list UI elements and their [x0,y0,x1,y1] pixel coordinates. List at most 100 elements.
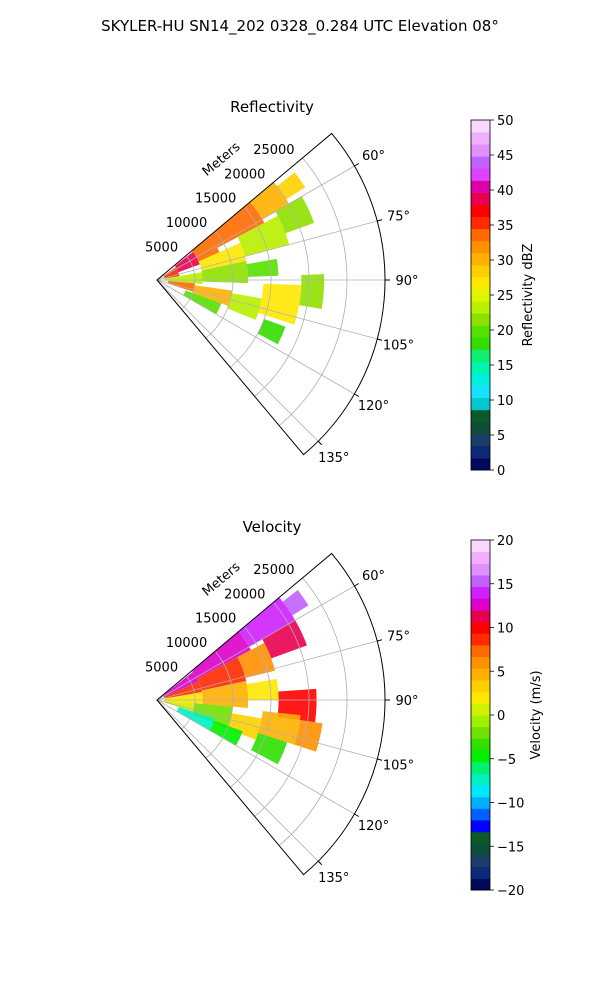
data-cell [192,285,233,306]
data-cell [246,678,279,700]
angle-tick [377,639,383,642]
radial-tick-label: 20000 [224,167,265,182]
azimuth-spoke [156,640,378,701]
colorbar-segment [471,691,490,704]
colorbar-segment [471,773,490,786]
angle-tick-label: 60° [362,569,385,584]
colorbar-segment [471,313,490,326]
colorbar-segment [471,409,490,423]
colorbar-segment [471,598,490,611]
colorbar-segment [471,180,490,193]
sector-outline [156,552,386,876]
data-cell [276,172,306,200]
colorbar-tick-label: 30 [497,254,514,269]
colorbar-tick-label: 45 [497,149,514,164]
angle-tick-label: 105° [383,759,414,774]
colorbar-segment [471,276,490,290]
colorbar-segment [471,656,490,669]
data-cell [257,318,286,345]
reflectivity-colorbar: 0 5 10 15 20 25 30 35 40 45 50 [470,114,514,479]
data-cell [226,201,265,238]
colorbar-segment [471,726,490,739]
angle-tick [377,758,383,761]
data-cell [162,671,199,697]
angle-tick [377,219,383,222]
colorbar-segment [471,866,490,879]
range-ring [278,577,348,846]
colorbar-tick-label: −5 [497,753,516,768]
colorbar-segment [471,831,490,844]
range-ring [230,206,272,368]
colorbar-tick-label: 50 [497,114,514,129]
azimuth-spoke [156,699,378,760]
angle-tick-label: 120° [358,819,389,834]
radial-tick-label: 10000 [166,636,207,651]
data-cell [209,221,238,248]
radial-tick-label: 20000 [224,587,265,602]
velocity-sector: 60° 75° 90° 105° 120° 135° 5000 10000 15000 20000… [145,552,419,886]
data-cell [164,692,203,704]
angle-tick-label: 135° [318,451,349,466]
radial-tick-label: 25000 [253,563,294,578]
data-cell [201,261,249,284]
colorbar-tick-label: 10 [497,622,514,637]
colorbar-segment [471,421,490,435]
colorbar-segment [471,703,490,716]
colorbar-tick-label: 0 [497,464,505,479]
colorbar-tick-label: 10 [497,394,514,409]
colorbar-segment [471,192,490,205]
angle-tick [317,860,323,866]
colorbar-segment [471,445,490,459]
colorbar-segment [471,551,490,564]
data-cell [201,681,249,708]
colorbar-segment [471,301,490,314]
colorbar-tick-label: 15 [497,359,514,374]
angle-tick-label: 120° [358,399,389,414]
azimuth-spoke [156,220,378,281]
data-cell [198,242,247,271]
colorbar-tick-label: 20 [497,534,514,549]
colorbar-segment [471,586,490,599]
data-cell [191,631,251,679]
data-cell [197,657,247,691]
data-cell [163,267,180,279]
data-cell [176,707,215,731]
colorbar-segment [471,397,490,411]
colorbar-tick-label: 20 [497,324,514,339]
colorbar-segment [471,337,490,350]
data-cell [164,272,203,284]
data-cell [192,703,233,729]
data-cell [258,711,301,745]
reflectivity-title: Reflectivity [230,98,314,116]
data-cell [227,293,262,320]
data-cell [275,196,315,234]
colorbar-tick-label: 15 [497,578,514,593]
azimuth-spoke [156,699,355,815]
colorbar-tick-label: 5 [497,429,505,444]
colorbar-segment [471,843,490,856]
data-cell [282,590,309,616]
angle-tick [354,583,360,587]
colorbar-segment [471,120,490,133]
colorbar-segment [471,715,490,728]
azimuth-spoke [156,279,319,442]
data-cell [246,258,279,277]
velocity-title: Velocity [243,518,302,536]
colorbar-tick-label: −20 [497,884,524,899]
range-ring [205,650,234,759]
angle-tick-label: 60° [362,149,385,164]
colorbar-segment [471,204,490,218]
colorbar-segment [471,168,490,181]
colorbar-segment [471,785,490,798]
angle-tick-label: 135° [318,871,349,886]
colorbar-segment [471,878,490,891]
angle-tick-label: 90° [395,274,418,289]
colorbar-segment [471,820,490,833]
colorbar-segment [471,750,490,763]
colorbar-segment [471,349,490,362]
range-ring [254,602,310,817]
reflectivity-panel: Reflectivity 60° 75° 90° 105° 120° 135° 5000 10… [145,98,536,479]
data-cell [294,720,323,752]
colorbar-segment [471,633,490,646]
